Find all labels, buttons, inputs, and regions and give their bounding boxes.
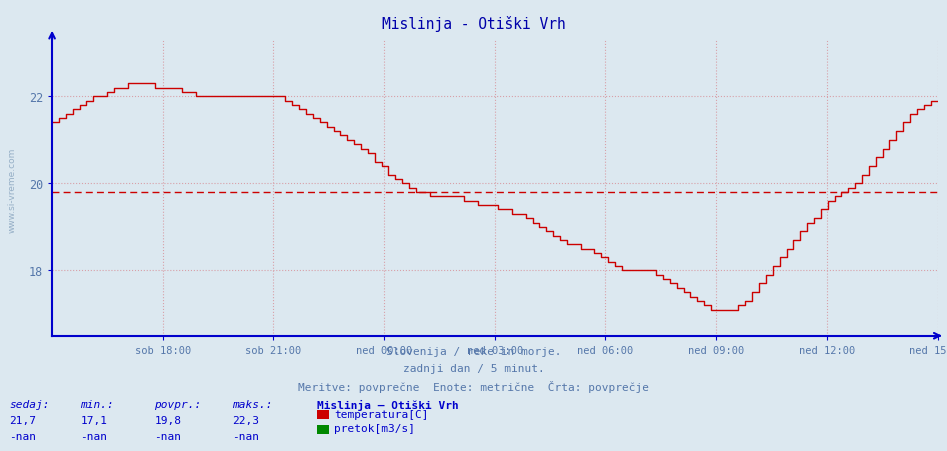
Text: Meritve: povprečne  Enote: metrične  Črta: povprečje: Meritve: povprečne Enote: metrične Črta:… xyxy=(298,380,649,392)
Text: temperatura[C]: temperatura[C] xyxy=(334,409,429,419)
Text: -nan: -nan xyxy=(232,431,259,441)
Text: Mislinja – Otiški Vrh: Mislinja – Otiški Vrh xyxy=(317,399,459,410)
Text: zadnji dan / 5 minut.: zadnji dan / 5 minut. xyxy=(402,363,545,373)
Text: min.:: min.: xyxy=(80,399,115,409)
Text: pretok[m3/s]: pretok[m3/s] xyxy=(334,423,416,433)
Text: Slovenija / reke in morje.: Slovenija / reke in morje. xyxy=(385,346,562,356)
Text: Mislinja - Otiški Vrh: Mislinja - Otiški Vrh xyxy=(382,16,565,32)
Text: 22,3: 22,3 xyxy=(232,415,259,425)
Text: -nan: -nan xyxy=(154,431,182,441)
Text: povpr.:: povpr.: xyxy=(154,399,202,409)
Text: 19,8: 19,8 xyxy=(154,415,182,425)
Text: -nan: -nan xyxy=(9,431,37,441)
Text: www.si-vreme.com: www.si-vreme.com xyxy=(8,147,17,232)
Text: 21,7: 21,7 xyxy=(9,415,37,425)
Text: sedaj:: sedaj: xyxy=(9,399,50,409)
Text: -nan: -nan xyxy=(80,431,108,441)
Text: 17,1: 17,1 xyxy=(80,415,108,425)
Text: maks.:: maks.: xyxy=(232,399,273,409)
